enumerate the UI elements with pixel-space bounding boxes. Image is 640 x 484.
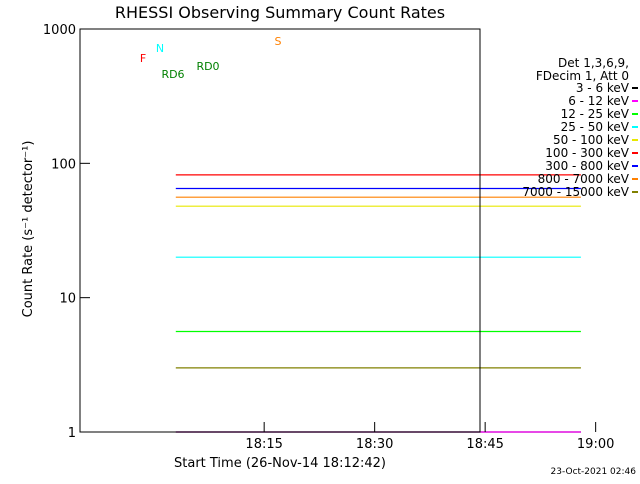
x-tick-label: 18:45 (466, 437, 503, 452)
x-tick-label: 19:00 (577, 437, 614, 452)
footer-date: 23-Oct-2021 02:46 (551, 467, 637, 477)
legend-entry: 300 - 800 keV (545, 159, 629, 173)
annotation-label: N (156, 42, 164, 55)
legend-entry: 12 - 25 keV (561, 107, 630, 121)
legend-entry: 7000 - 15000 keV (522, 185, 629, 199)
legend-entry: 50 - 100 keV (553, 133, 630, 147)
axis-layer: 18:1518:3018:4519:0019:1519:3019:4511010… (43, 23, 614, 452)
x-tick-label: 18:15 (245, 437, 282, 452)
y-tick-label: 1 (68, 426, 76, 441)
x-tick-label: 18:30 (356, 437, 393, 452)
annotation-label: RD0 (196, 60, 219, 73)
annotation-label: RD6 (161, 68, 184, 81)
legend-entry: 100 - 300 keV (545, 146, 629, 160)
legend-entry: 25 - 50 keV (561, 120, 630, 134)
y-tick-label: 10 (59, 292, 76, 307)
chart-title: RHESSI Observing Summary Count Rates (115, 3, 445, 22)
x-axis-label: Start Time (26-Nov-14 18:12:42) (174, 456, 386, 471)
legend-header-line-2: FDecim 1, Att 0 (536, 69, 629, 83)
y-tick-label: 1000 (43, 23, 76, 38)
legend-header-line-1: Det 1,3,6,9, (558, 56, 629, 70)
legend-entry: 3 - 6 keV (576, 81, 630, 95)
annotation-layer: NF RD0 RD6 S (140, 35, 282, 81)
annotation-label: S (275, 35, 282, 48)
legend-entry: 800 - 7000 keV (538, 172, 630, 186)
y-tick-label: 100 (51, 157, 76, 172)
annotation-label: F (140, 52, 146, 65)
plot-layer (175, 174, 581, 433)
y-axis-label: Count Rate (s⁻¹ detector⁻¹) (21, 141, 36, 318)
legend-entry: 6 - 12 keV (568, 94, 630, 108)
plot-frame (79, 28, 481, 433)
